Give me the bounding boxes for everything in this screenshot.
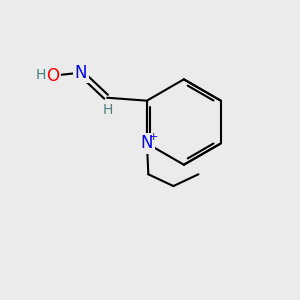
Text: N: N: [74, 64, 87, 82]
Text: N: N: [141, 134, 153, 152]
Text: H: H: [36, 68, 46, 82]
Text: O: O: [46, 67, 59, 85]
Text: +: +: [149, 133, 158, 142]
Text: H: H: [103, 103, 113, 117]
Text: H: H: [36, 68, 46, 82]
Text: O: O: [46, 67, 59, 85]
Text: H: H: [103, 103, 113, 117]
Text: N: N: [74, 64, 87, 82]
Text: N: N: [141, 134, 153, 152]
